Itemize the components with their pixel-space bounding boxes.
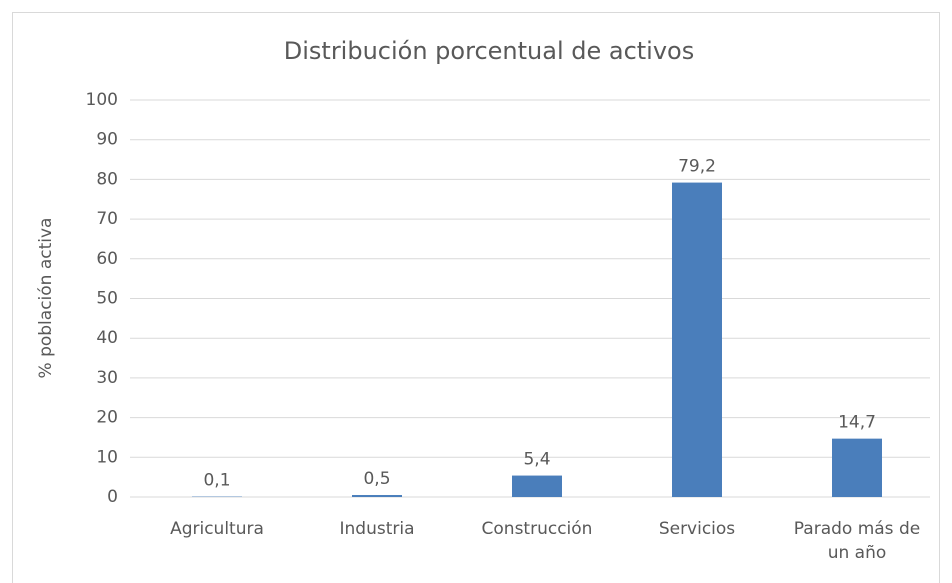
y-tick-label: 100 — [86, 90, 118, 110]
chart-title: Distribución porcentual de activos — [284, 37, 694, 65]
bar — [672, 182, 722, 498]
bar — [512, 475, 562, 497]
bar — [832, 438, 882, 497]
y-tick-label: 40 — [96, 328, 118, 348]
chart-border — [12, 12, 940, 583]
y-tick-label: 90 — [96, 130, 118, 150]
y-tick-label: 50 — [96, 289, 118, 309]
x-tick-label: Servicios — [658, 519, 736, 539]
y-tick-label: 0 — [107, 487, 118, 507]
data-label: 14,7 — [838, 413, 876, 433]
x-tick-label: Construcción — [481, 519, 593, 539]
y-tick-label: 60 — [96, 249, 118, 269]
data-label: 0,5 — [363, 469, 390, 489]
data-label: 5,4 — [523, 450, 550, 470]
bar — [352, 495, 402, 497]
y-tick-label: 20 — [96, 408, 118, 428]
y-tick-label: 80 — [96, 169, 118, 189]
y-tick-label: 30 — [96, 368, 118, 388]
y-axis-label: % población activa — [36, 218, 56, 379]
data-label: 0,1 — [203, 471, 230, 491]
x-tick-label: Agricultura — [170, 519, 264, 539]
x-tick-label: Parado más de un año — [793, 519, 921, 563]
x-tick-label: Industria — [339, 519, 415, 539]
y-tick-label: 70 — [96, 209, 118, 229]
y-tick-label: 10 — [96, 447, 118, 467]
data-label: 79,2 — [678, 157, 716, 177]
